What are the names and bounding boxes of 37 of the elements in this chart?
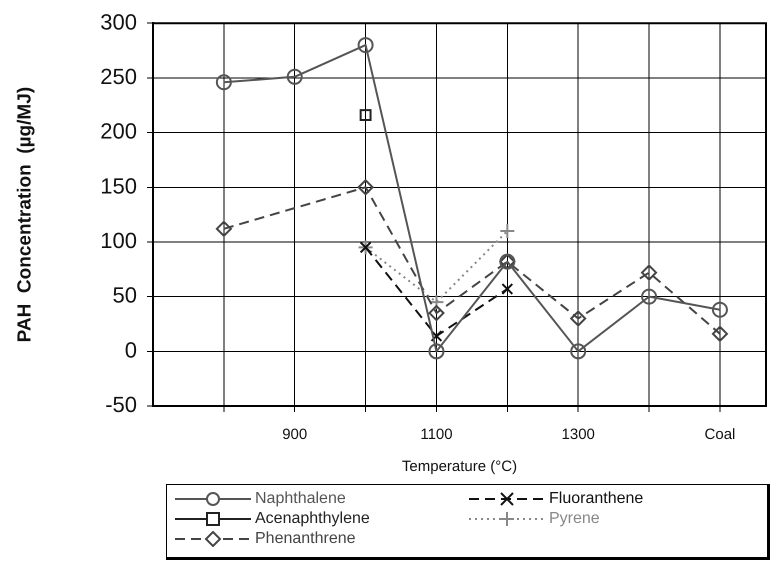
y-tick-label: 200	[100, 118, 137, 144]
legend-label: Naphthalene	[255, 490, 346, 508]
legend-label: Fluoranthene	[549, 490, 644, 508]
y-tick-label: -50	[105, 392, 137, 418]
point	[286, 68, 303, 85]
point	[358, 179, 374, 196]
legend-label: Phenanthrene	[255, 530, 356, 548]
point	[641, 264, 658, 281]
legend-label: Acenaphthylene	[255, 510, 370, 528]
point	[570, 310, 586, 327]
point	[712, 302, 728, 318]
point	[216, 74, 232, 90]
point	[499, 223, 516, 240]
point	[641, 288, 658, 305]
point	[712, 326, 728, 342]
point	[501, 283, 514, 295]
x-axis-title: Temperature (°C)	[402, 458, 518, 476]
y-tick-label: 50	[112, 282, 137, 308]
legend-label: Pyrene	[549, 510, 600, 528]
y-tick-label: 300	[100, 9, 137, 34]
point	[428, 343, 444, 360]
x-tick-label: 1300	[562, 426, 595, 444]
y-tick-label: 150	[100, 173, 137, 198]
x-tick-label: 900	[282, 426, 308, 444]
point	[570, 343, 586, 360]
y-tick-label: 100	[100, 228, 137, 254]
point	[430, 330, 442, 342]
x-tick-label: 1100	[420, 426, 453, 444]
point	[428, 294, 444, 310]
y-tick-label: 0	[124, 337, 137, 362]
point	[216, 220, 232, 237]
point	[428, 305, 444, 322]
y-axis-title: PAH Concentration (µg/MJ)	[14, 86, 36, 342]
point	[360, 109, 372, 122]
point	[358, 37, 374, 54]
y-tick-label: 250	[100, 64, 137, 89]
x-tick-label: Coal	[704, 426, 736, 444]
